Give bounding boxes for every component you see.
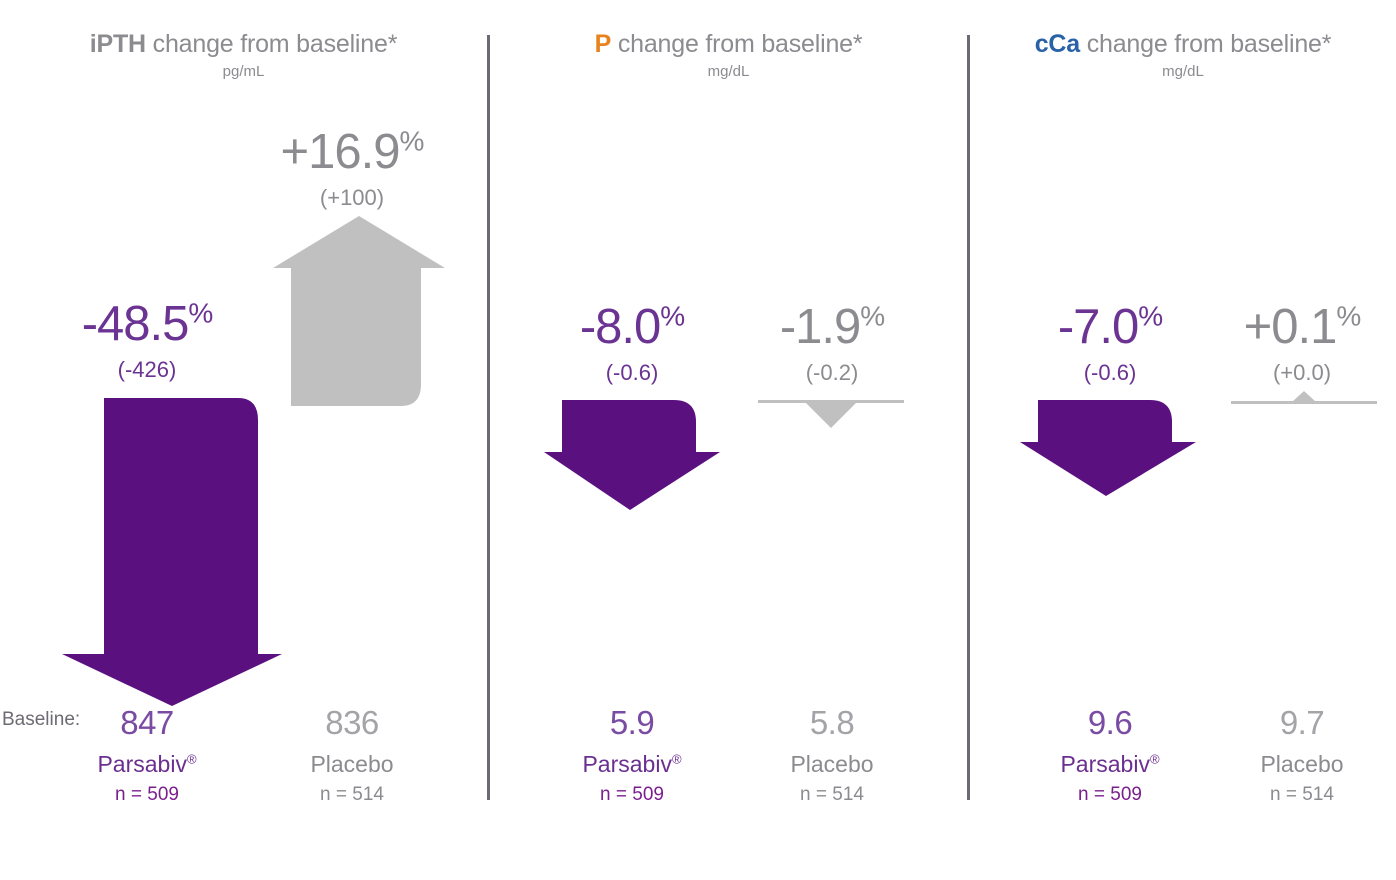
column-p-placebo: -1.9% (-0.2) — [712, 0, 952, 880]
analyte-name-p: P — [594, 30, 612, 58]
baseline-value-p-placebo: 5.8 — [809, 704, 855, 741]
absolute-change-cca-placebo: (+0.0) — [1272, 360, 1332, 385]
percent-change-p-placebo: -1.9% — [779, 300, 885, 354]
analyte-name-cca: cCa — [1034, 30, 1080, 58]
panel-ipth-title: iPTH change from baseline* — [0, 30, 487, 59]
panel-cca-title: cCa change from baseline* — [970, 30, 1396, 59]
arrow-down-cca-parsabiv — [1020, 400, 1196, 498]
arrow-down-ipth-parsabiv — [62, 398, 282, 708]
footer-ipth-placebo: 836 Placebo n = 514 — [232, 704, 472, 806]
panel-p: P change from baseline* mg/dL -8.0% (-0.… — [490, 0, 967, 880]
baseline-row-label: Baseline: — [2, 709, 81, 730]
absolute-change-p-parsabiv: (-0.6) — [605, 360, 659, 385]
baseline-value-cca-placebo: 9.7 — [1279, 704, 1325, 741]
footer-p-placebo: 5.8 Placebo n = 514 — [712, 704, 952, 806]
arm-name-p-parsabiv: Parsabiv® — [582, 750, 682, 777]
percent-change-p-parsabiv: -8.0% — [579, 300, 685, 354]
arm-name-cca-placebo: Placebo — [1260, 750, 1344, 777]
panel-p-header: P change from baseline* mg/dL — [490, 30, 967, 80]
arm-name-p-placebo: Placebo — [790, 750, 874, 777]
percent-change-ipth-placebo: +16.9% — [280, 125, 425, 179]
baseline-value-ipth-placebo: 836 — [325, 704, 379, 741]
baseline-value-p-parsabiv: 5.9 — [609, 704, 655, 741]
panel-ipth: iPTH change from baseline* pg/mL -48.5% … — [0, 0, 487, 880]
panel-p-title-rest: change from baseline* — [611, 30, 863, 58]
arm-n-ipth-placebo: n = 514 — [320, 784, 384, 806]
absolute-change-ipth-parsabiv: (-426) — [117, 357, 177, 382]
value-label-ipth-placebo: +16.9% (+100) — [232, 125, 472, 210]
footer-ipth-parsabiv: 847 Parsabiv® n = 509 — [27, 704, 267, 806]
arm-n-p-parsabiv: n = 509 — [600, 784, 664, 806]
arm-n-cca-parsabiv: n = 509 — [1078, 784, 1142, 806]
percent-change-ipth-parsabiv: -48.5% — [81, 297, 214, 351]
value-label-cca-placebo: +0.1% (+0.0) — [1182, 300, 1396, 385]
baseline-value-ipth-parsabiv: 847 — [120, 704, 174, 741]
panel-cca-header: cCa change from baseline* mg/dL — [970, 30, 1396, 80]
value-label-p-placebo: -1.9% (-0.2) — [712, 300, 952, 385]
value-label-cca-parsabiv: -7.0% (-0.6) — [990, 300, 1230, 385]
panel-ipth-title-rest: change from baseline* — [145, 30, 398, 58]
column-ipth-parsabiv: -48.5% (-426) — [27, 0, 282, 880]
panel-divider-1 — [487, 35, 490, 800]
absolute-change-p-placebo: (-0.2) — [805, 360, 859, 385]
arm-name-ipth-parsabiv: Parsabiv® — [97, 750, 197, 777]
panel-ipth-units: pg/mL — [222, 63, 265, 80]
panel-cca-units: mg/dL — [1162, 63, 1204, 80]
arm-n-ipth-parsabiv: n = 509 — [115, 784, 179, 806]
arm-n-cca-placebo: n = 514 — [1270, 784, 1334, 806]
value-label-ipth-parsabiv: -48.5% (-426) — [27, 297, 267, 382]
value-label-p-parsabiv: -8.0% (-0.6) — [512, 300, 752, 385]
panel-cca-title-rest: change from baseline* — [1079, 30, 1332, 58]
panel-cca: cCa change from baseline* mg/dL -7.0% (-… — [970, 0, 1396, 880]
baseline-value-cca-parsabiv: 9.6 — [1087, 704, 1133, 741]
panel-p-title: P change from baseline* — [490, 30, 967, 59]
arrow-down-p-parsabiv — [544, 400, 720, 512]
panel-p-units: mg/dL — [707, 63, 750, 80]
footer-p-parsabiv: 5.9 Parsabiv® n = 509 — [512, 704, 752, 806]
panel-divider-2 — [967, 35, 970, 800]
column-p-parsabiv: -8.0% (-0.6) — [512, 0, 752, 880]
arm-n-p-placebo: n = 514 — [800, 784, 864, 806]
registered-mark-icon: ® — [671, 751, 682, 767]
arrow-down-p-placebo — [758, 398, 904, 430]
footer-cca-placebo: 9.7 Placebo n = 514 — [1182, 704, 1396, 806]
percent-change-cca-placebo: +0.1% — [1243, 300, 1362, 354]
arm-name-ipth-placebo: Placebo — [310, 750, 394, 777]
column-cca-placebo: +0.1% (+0.0) — [1182, 0, 1396, 880]
analyte-name-ipth: iPTH — [89, 30, 146, 58]
column-ipth-placebo: +16.9% (+100) — [232, 0, 472, 880]
registered-mark-icon: ® — [186, 751, 197, 767]
registered-mark-icon: ® — [1149, 751, 1160, 767]
absolute-change-cca-parsabiv: (-0.6) — [1083, 360, 1137, 385]
absolute-change-ipth-placebo: (+100) — [319, 185, 385, 210]
panel-ipth-header: iPTH change from baseline* pg/mL — [0, 30, 487, 80]
arrow-up-ipth-placebo — [269, 216, 445, 406]
column-cca-parsabiv: -7.0% (-0.6) — [990, 0, 1230, 880]
arm-name-cca-parsabiv: Parsabiv® — [1060, 750, 1160, 777]
arrow-up-cca-placebo — [1231, 385, 1377, 411]
footer-cca-parsabiv: 9.6 Parsabiv® n = 509 — [990, 704, 1230, 806]
percent-change-cca-parsabiv: -7.0% — [1057, 300, 1163, 354]
